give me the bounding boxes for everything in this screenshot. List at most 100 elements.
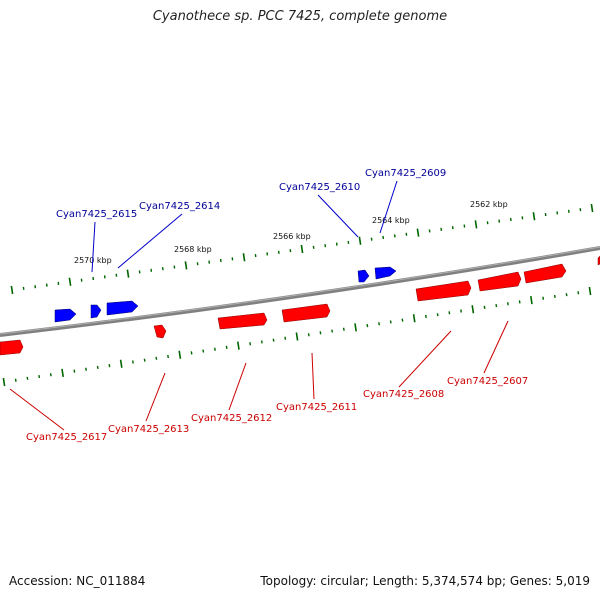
forward-gene-arrow[interactable] <box>374 266 397 280</box>
reverse-gene-arrow[interactable] <box>477 271 522 292</box>
reverse-scale-minor-tick <box>85 367 87 371</box>
reverse-gene-arrow[interactable] <box>281 303 331 323</box>
reverse-scale-major-tick <box>471 305 475 314</box>
reverse-scale-minor-tick <box>577 291 580 295</box>
reverse-scale-minor-tick <box>155 356 158 360</box>
gene-label-cyan7425-2607[interactable]: Cyan7425_2607 <box>447 376 528 387</box>
forward-leader-lines <box>91 180 398 273</box>
reverse-gene-arrow[interactable] <box>415 280 472 302</box>
gene-label-cyan7425-2611[interactable]: Cyan7425_2611 <box>276 402 357 413</box>
reverse-scale-ticks <box>2 286 592 387</box>
forward-scale-major-tick <box>68 277 72 286</box>
reverse-scale-minor-tick <box>319 331 322 335</box>
reverse-scale-minor-tick <box>483 305 486 310</box>
reverse-scale-minor-tick <box>14 378 17 382</box>
forward-genes <box>54 266 397 323</box>
map-title: Cyanothece sp. PCC 7425, complete genome <box>152 9 448 24</box>
reverse-scale-minor-tick <box>96 365 99 370</box>
reverse-scale-minor-tick <box>108 363 111 368</box>
scale-label-2568: 2568 kbp <box>174 245 212 254</box>
reverse-scale-minor-tick <box>26 376 29 380</box>
reverse-scale-minor-tick <box>73 369 76 373</box>
reverse-scale-minor-tick <box>331 329 334 333</box>
forward-scale-major-tick <box>532 212 536 221</box>
gene-label-cyan7425-2617[interactable]: Cyan7425_2617 <box>26 432 107 443</box>
forward-gene-arrow[interactable] <box>54 308 77 323</box>
scale-label-2564: 2564 kbp <box>372 216 410 225</box>
reverse-scale-minor-tick <box>460 309 462 313</box>
scale-label-2566: 2566 kbp <box>273 232 311 241</box>
reverse-scale-minor-tick <box>401 318 404 322</box>
reverse-gene-arrow[interactable] <box>523 263 567 284</box>
forward-scale-major-tick <box>416 228 420 237</box>
gene-label-cyan7425-2612[interactable]: Cyan7425_2612 <box>191 413 272 424</box>
gene-label-cyan7425-2614[interactable]: Cyan7425_2614 <box>139 201 220 212</box>
genome-backbone-highlight <box>0 246 600 335</box>
reverse-scale-minor-tick <box>49 373 52 377</box>
forward-scale-major-tick <box>358 236 362 245</box>
forward-scale-major-tick <box>242 253 246 262</box>
reverse-scale-minor-tick <box>38 374 41 379</box>
reverse-scale-minor-tick <box>249 342 252 346</box>
reverse-scale-minor-tick <box>495 303 498 308</box>
leader-line <box>228 362 247 411</box>
gene-label-cyan7425-2615[interactable]: Cyan7425_2615 <box>56 209 137 220</box>
reverse-scale-minor-tick <box>507 302 509 306</box>
reverse-scale-major-tick <box>354 323 357 332</box>
reverse-scale-minor-tick <box>202 349 205 353</box>
reverse-scale-minor-tick <box>389 320 392 324</box>
reverse-scale-minor-tick <box>436 313 439 317</box>
accession-text: Accession: NC_011884 <box>9 574 146 588</box>
reverse-scale-minor-tick <box>132 360 134 364</box>
reverse-scale-minor-tick <box>307 333 310 337</box>
forward-scale-major-tick <box>474 220 478 229</box>
reverse-scale-minor-tick <box>448 311 451 315</box>
reverse-scale-minor-tick <box>225 345 228 350</box>
forward-gene-arrow[interactable] <box>357 269 370 283</box>
reverse-scale-minor-tick <box>542 296 545 300</box>
reverse-scale-minor-tick <box>143 358 146 362</box>
reverse-gene-arrow[interactable] <box>153 324 167 339</box>
leader-line <box>117 213 183 269</box>
forward-scale-ticks <box>10 203 594 295</box>
reverse-scale-major-tick <box>2 377 6 387</box>
reverse-scale-minor-tick <box>565 293 568 297</box>
forward-gene-arrow[interactable] <box>106 300 139 316</box>
genome-backbone <box>0 246 600 337</box>
forward-scale-major-tick <box>590 203 594 213</box>
reverse-gene-arrow[interactable] <box>217 312 268 330</box>
forward-gene-arrow[interactable] <box>90 304 102 319</box>
forward-scale-major-tick <box>126 269 130 278</box>
gene-label-cyan7425-2610[interactable]: Cyan7425_2610 <box>279 182 360 193</box>
reverse-scale-minor-tick <box>342 327 345 331</box>
reverse-scale-minor-tick <box>366 323 369 328</box>
leader-line <box>483 320 509 374</box>
scale-label-2562: 2562 kbp <box>470 200 508 209</box>
reverse-scale-major-tick <box>119 359 123 368</box>
reverse-scale-major-tick <box>61 368 64 378</box>
leader-line <box>317 194 359 238</box>
reverse-genes <box>0 255 600 356</box>
reverse-gene-arrow[interactable] <box>0 339 24 356</box>
reverse-scale-minor-tick <box>518 300 521 304</box>
reverse-scale-minor-tick <box>272 338 275 342</box>
leader-line <box>311 352 315 400</box>
reverse-scale-minor-tick <box>260 340 263 344</box>
forward-scale-major-tick <box>10 285 14 295</box>
reverse-scale-major-tick <box>295 332 299 341</box>
genome-summary-text: Topology: circular; Length: 5,374,574 bp… <box>260 574 590 588</box>
reverse-scale-minor-tick <box>284 336 287 340</box>
reverse-scale-major-tick <box>178 350 182 359</box>
reverse-scale-major-tick <box>530 295 533 305</box>
leader-line <box>91 221 96 273</box>
leader-line <box>379 180 398 234</box>
gene-label-cyan7425-2609[interactable]: Cyan7425_2609 <box>365 168 446 179</box>
leader-line <box>145 372 166 422</box>
gene-label-cyan7425-2613[interactable]: Cyan7425_2613 <box>108 424 189 435</box>
gene-label-cyan7425-2608[interactable]: Cyan7425_2608 <box>363 389 444 400</box>
reverse-scale-minor-tick <box>378 322 380 326</box>
reverse-leader-lines <box>9 320 509 431</box>
reverse-scale-major-tick <box>588 286 592 296</box>
